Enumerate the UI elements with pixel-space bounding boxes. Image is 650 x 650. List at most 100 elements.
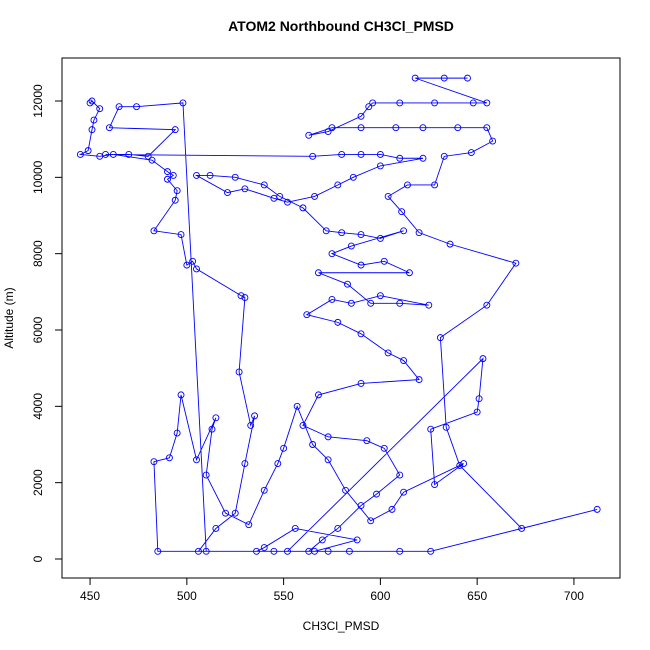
point (454, 124, 462, 132)
point (324, 128, 332, 135)
point (125, 150, 133, 158)
y-tick-label: 12000 (31, 84, 45, 118)
x-tick-label: 700 (564, 589, 584, 603)
point (88, 97, 96, 105)
point (334, 525, 342, 532)
point (202, 471, 210, 479)
point (164, 168, 171, 176)
point (357, 231, 365, 239)
point (311, 547, 319, 555)
point (396, 154, 404, 162)
point (179, 99, 187, 107)
point (427, 547, 435, 555)
point (115, 103, 123, 111)
point (460, 460, 468, 468)
point (353, 536, 361, 544)
point (76, 150, 84, 158)
point (193, 171, 200, 179)
point (309, 152, 317, 160)
point (86, 99, 94, 107)
point (206, 171, 214, 179)
point (357, 502, 365, 510)
y-tick-label: 6000 (31, 316, 45, 343)
point (357, 112, 365, 120)
point (431, 481, 439, 489)
x-tick-label: 500 (177, 589, 197, 603)
y-tick-label: 0 (31, 555, 45, 562)
point (357, 261, 365, 269)
point (436, 334, 444, 342)
point (400, 227, 408, 235)
x-tick-label: 550 (274, 589, 294, 603)
point (96, 105, 104, 113)
point (469, 99, 477, 107)
point (483, 124, 491, 132)
point (231, 173, 239, 181)
point (467, 149, 475, 156)
point (489, 137, 497, 145)
x-tick-label: 650 (467, 589, 487, 603)
point (396, 299, 404, 307)
point (164, 175, 171, 183)
point (177, 231, 185, 239)
point (328, 250, 336, 258)
point (400, 357, 408, 364)
point (415, 229, 423, 237)
point (431, 181, 439, 189)
point (173, 187, 181, 195)
point (427, 425, 435, 433)
point (415, 376, 423, 384)
point (208, 425, 216, 433)
point (373, 490, 380, 498)
point (446, 240, 454, 248)
point (363, 437, 371, 445)
point (154, 547, 162, 555)
point (365, 103, 373, 111)
point (311, 192, 319, 200)
point (251, 412, 259, 420)
point (593, 505, 601, 513)
point (328, 296, 336, 303)
point (367, 299, 375, 307)
point (284, 198, 291, 206)
point (260, 544, 268, 551)
point (357, 124, 365, 132)
point (431, 99, 439, 107)
point (193, 456, 200, 464)
plot-box (61, 57, 621, 579)
point (231, 509, 239, 517)
point (253, 547, 260, 555)
point (384, 349, 392, 357)
point (342, 486, 349, 494)
point (144, 152, 152, 160)
point (193, 265, 200, 273)
point (344, 280, 351, 288)
y-tick-label: 10000 (31, 160, 45, 194)
point (291, 525, 299, 532)
point (245, 521, 253, 529)
point (102, 150, 109, 158)
point (376, 150, 384, 158)
point (299, 204, 307, 212)
point (169, 171, 177, 179)
chart-title: ATOM2 Northbound CH3Cl_PMSD (228, 18, 454, 34)
point (349, 173, 357, 181)
point (376, 162, 384, 170)
x-tick-label: 600 (370, 589, 390, 603)
point (369, 99, 377, 107)
point (479, 355, 487, 363)
point (303, 311, 311, 319)
point (235, 368, 243, 376)
point (338, 150, 346, 158)
point (456, 462, 464, 469)
point (276, 192, 284, 200)
point (173, 429, 181, 437)
point (247, 421, 255, 429)
point (212, 414, 220, 422)
point (483, 99, 491, 107)
point (376, 234, 384, 242)
point (396, 471, 404, 479)
point (404, 181, 411, 189)
point (411, 74, 419, 82)
point (88, 126, 96, 134)
